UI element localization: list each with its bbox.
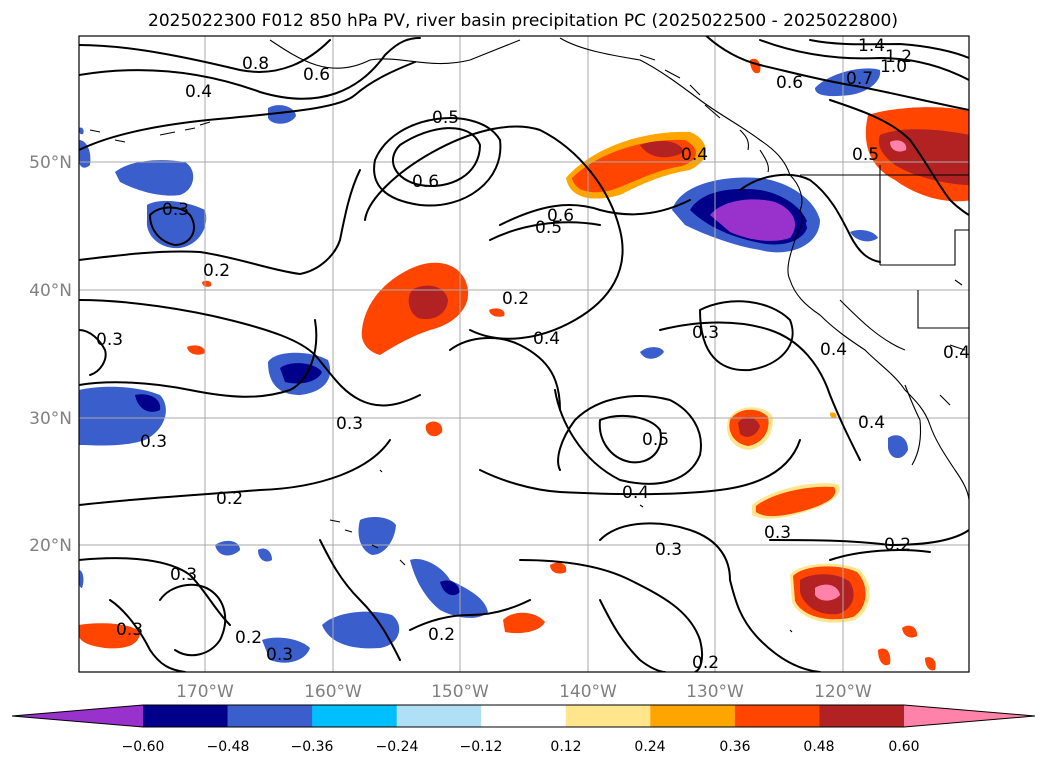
colorbar-segment bbox=[734, 705, 820, 727]
contour-label: 0.2 bbox=[884, 535, 911, 555]
colorbar-tick-label: −0.60 bbox=[122, 739, 165, 755]
colorbar-segment bbox=[143, 705, 229, 727]
colorbar-tick-label: 0.12 bbox=[550, 739, 581, 755]
contour-label: 0.5 bbox=[852, 145, 879, 165]
colorbar-tick-label: 0.60 bbox=[888, 739, 919, 755]
map-frame bbox=[78, 35, 970, 673]
contour-label: 0.2 bbox=[692, 653, 719, 673]
contour-label: 0.3 bbox=[336, 414, 363, 434]
colorbar-segment bbox=[565, 705, 651, 727]
colorbar-tick-label: −0.12 bbox=[460, 739, 503, 755]
contour-label: 0.2 bbox=[235, 628, 262, 648]
contour-label: 1.0 bbox=[880, 57, 907, 77]
latitude-labels: 50°N 40°N 30°N 20°N bbox=[29, 153, 72, 556]
contour-label: 0.4 bbox=[858, 413, 885, 433]
colorbar: −0.60 −0.48 −0.36 −0.24 −0.12 0.12 0.24 … bbox=[11, 704, 1036, 755]
contour-label: 0.3 bbox=[140, 432, 167, 452]
colorbar-tick-label: −0.48 bbox=[207, 739, 250, 755]
colorbar-segment bbox=[12, 705, 143, 727]
colorbar-tick-label: 0.48 bbox=[803, 739, 834, 755]
lat-label: 50°N bbox=[29, 153, 72, 173]
colorbar-tick-label: 0.24 bbox=[634, 739, 665, 755]
contour-label: 0.2 bbox=[428, 625, 455, 645]
contour-label: 0.4 bbox=[622, 483, 649, 503]
contour-label: 0.3 bbox=[116, 620, 143, 640]
contour-label: 0.6 bbox=[303, 65, 330, 85]
lon-label: 170°W bbox=[176, 682, 234, 702]
longitude-labels: 170°W 160°W 150°W 140°W 130°W 120°W bbox=[176, 682, 872, 702]
contour-label: 0.4 bbox=[820, 340, 847, 360]
contour-label: 0.3 bbox=[162, 200, 189, 220]
lat-label: 20°N bbox=[29, 536, 72, 556]
lon-label: 160°W bbox=[304, 682, 362, 702]
contour-labels: 0.8 0.6 0.4 1.4 1.2 1.0 0.6 0.7 0.5 0.6 … bbox=[96, 36, 970, 673]
contour-label: 0.2 bbox=[203, 261, 230, 281]
contour-label: 0.7 bbox=[846, 69, 873, 89]
lon-label: 120°W bbox=[814, 682, 872, 702]
precip-positive-shading bbox=[79, 58, 969, 671]
colorbar-segment bbox=[819, 705, 905, 727]
colorbar-segments bbox=[11, 704, 1036, 728]
contour-label: 0.2 bbox=[216, 489, 243, 509]
contour-label: 1.4 bbox=[858, 36, 885, 56]
contour-label: 0.5 bbox=[535, 218, 562, 238]
colorbar-tick-label: −0.36 bbox=[291, 739, 334, 755]
contour-label: 0.5 bbox=[642, 430, 669, 450]
contour-label: 0.3 bbox=[764, 523, 791, 543]
graticule bbox=[79, 36, 969, 672]
contour-label: 0.4 bbox=[943, 343, 970, 363]
lat-label: 40°N bbox=[29, 281, 72, 301]
contour-label: 0.2 bbox=[502, 289, 529, 309]
contour-label: 0.3 bbox=[96, 330, 123, 350]
colorbar-tick-label: −0.24 bbox=[376, 739, 419, 755]
colorbar-outline bbox=[11, 704, 1036, 728]
colorbar-tick-labels: −0.60 −0.48 −0.36 −0.24 −0.12 0.12 0.24 … bbox=[122, 739, 920, 755]
contour-label: 0.5 bbox=[432, 108, 459, 128]
colorbar-segment bbox=[904, 705, 1035, 727]
contour-label: 0.4 bbox=[681, 145, 708, 165]
contour-label: 0.3 bbox=[266, 645, 293, 665]
colorbar-tick-label: 0.36 bbox=[719, 739, 750, 755]
precip-negative-shading bbox=[79, 68, 908, 663]
contour-label: 0.6 bbox=[547, 206, 574, 226]
colorbar-segment bbox=[650, 705, 736, 727]
contour-label: 0.6 bbox=[412, 172, 439, 192]
colorbar-segment bbox=[396, 705, 482, 727]
contour-label: 0.8 bbox=[242, 54, 269, 74]
colorbar-segment bbox=[227, 705, 313, 727]
figure-title: 2025022300 F012 850 hPa PV, river basin … bbox=[148, 11, 898, 31]
lon-label: 130°W bbox=[686, 682, 744, 702]
map-area: 0.8 0.6 0.4 1.4 1.2 1.0 0.6 0.7 0.5 0.6 … bbox=[79, 36, 970, 673]
coastlines bbox=[89, 37, 969, 633]
contour-label: 0.4 bbox=[533, 329, 560, 349]
contour-label: 0.4 bbox=[185, 82, 212, 102]
lon-label: 150°W bbox=[431, 682, 489, 702]
colorbar-segment bbox=[481, 705, 567, 727]
contour-label: 1.2 bbox=[885, 47, 912, 67]
contour-label: 0.3 bbox=[692, 323, 719, 343]
contour-label: 0.3 bbox=[170, 565, 197, 585]
colorbar-segment bbox=[312, 705, 398, 727]
contour-label: 0.3 bbox=[655, 540, 682, 560]
contour-label: 0.6 bbox=[776, 73, 803, 93]
lat-label: 30°N bbox=[29, 409, 72, 429]
lon-label: 140°W bbox=[559, 682, 617, 702]
pv-contours bbox=[79, 36, 969, 672]
